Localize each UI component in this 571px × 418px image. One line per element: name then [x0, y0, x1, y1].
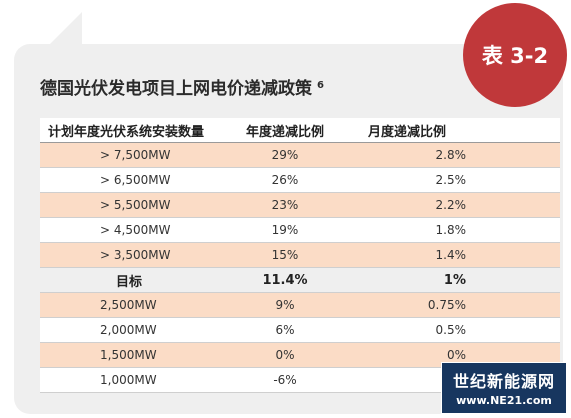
cell-installed-capacity: 2,000MW: [40, 317, 238, 343]
cell-monthly-reduction: 2.8%: [360, 142, 560, 168]
cell-monthly-reduction: 1%: [360, 267, 560, 293]
table-row-target: 目标 11.4% 1%: [40, 267, 560, 293]
table-row: > 7,500MW 29% 2.8%: [40, 142, 560, 168]
table-row: 2,500MW 9% 0.75%: [40, 292, 560, 318]
cell-monthly-reduction: 1.4%: [360, 242, 560, 268]
cell-annual-reduction: 23%: [238, 192, 360, 218]
cell-monthly-reduction: 2.5%: [360, 167, 560, 193]
cell-annual-reduction: 15%: [238, 242, 360, 268]
site-watermark: 世纪新能源网 www.NE21.com: [441, 362, 567, 414]
watermark-url: www.NE21.com: [456, 394, 552, 407]
cell-annual-reduction: 29%: [238, 142, 360, 168]
header-annual-reduction: 年度递减比例: [238, 118, 360, 143]
cell-annual-reduction: 11.4%: [238, 267, 360, 293]
cell-installed-capacity: 2,500MW: [40, 292, 238, 318]
watermark-site-name: 世纪新能源网: [452, 372, 555, 391]
footnote-marker: 6: [317, 80, 324, 91]
tariff-reduction-table: 计划年度光伏系统安装数量 年度递减比例 月度递减比例 > 7,500MW 29% 2…: [40, 118, 560, 393]
header-installed-capacity: 计划年度光伏系统安装数量: [40, 118, 238, 143]
cell-monthly-reduction: 0.75%: [360, 292, 560, 318]
cell-annual-reduction: 9%: [238, 292, 360, 318]
speech-bubble-tail: [48, 12, 82, 46]
cell-annual-reduction: 6%: [238, 317, 360, 343]
cell-annual-reduction: 19%: [238, 217, 360, 243]
cell-monthly-reduction: 2.2%: [360, 192, 560, 218]
table-row: 2,000MW 6% 0.5%: [40, 317, 560, 343]
table-header-row: 计划年度光伏系统安装数量 年度递减比例 月度递减比例: [40, 118, 560, 143]
table-row: > 5,500MW 23% 2.2%: [40, 192, 560, 218]
cell-installed-capacity: 1,000MW: [40, 367, 238, 393]
table-row: > 3,500MW 15% 1.4%: [40, 242, 560, 268]
title-text: 德国光伏发电项目上网电价递减政策: [40, 79, 312, 99]
cell-annual-reduction: 0%: [238, 342, 360, 368]
cell-installed-capacity: > 6,500MW: [40, 167, 238, 193]
cell-installed-capacity: > 4,500MW: [40, 217, 238, 243]
table-number-badge: 表 3-2: [463, 3, 567, 107]
cell-monthly-reduction: 1.8%: [360, 217, 560, 243]
cell-monthly-reduction: 0.5%: [360, 317, 560, 343]
cell-annual-reduction: -6%: [238, 367, 360, 393]
header-monthly-reduction: 月度递减比例: [360, 118, 560, 143]
cell-installed-capacity: 目标: [40, 267, 238, 293]
table-row: > 4,500MW 19% 1.8%: [40, 217, 560, 243]
cell-installed-capacity: > 3,500MW: [40, 242, 238, 268]
cell-installed-capacity: 1,500MW: [40, 342, 238, 368]
cell-annual-reduction: 26%: [238, 167, 360, 193]
table-row: > 6,500MW 26% 2.5%: [40, 167, 560, 193]
cell-installed-capacity: > 5,500MW: [40, 192, 238, 218]
table-title: 德国光伏发电项目上网电价递减政策 6: [40, 74, 324, 99]
cell-installed-capacity: > 7,500MW: [40, 142, 238, 168]
